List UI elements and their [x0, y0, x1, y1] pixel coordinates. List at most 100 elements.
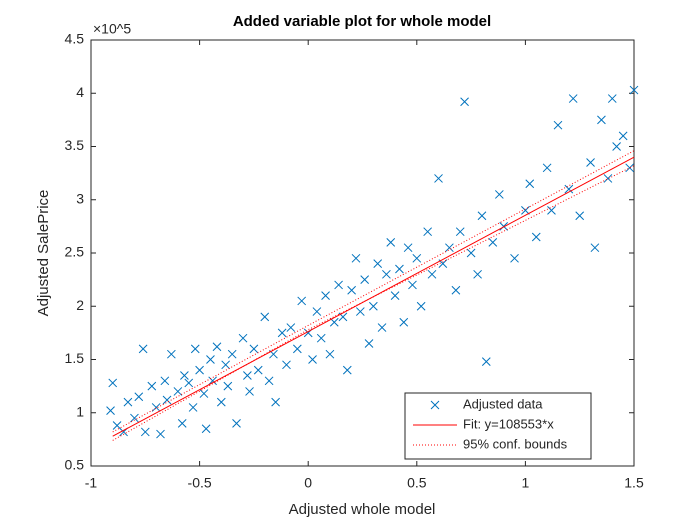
data-point	[277, 328, 287, 338]
data-point	[416, 301, 426, 311]
data-point	[460, 97, 469, 107]
data-point	[221, 360, 231, 370]
data-point	[123, 397, 133, 407]
y-tick-label: 3.5	[65, 137, 85, 153]
data-point	[481, 357, 491, 366]
y-tick-label: 1.5	[65, 350, 85, 366]
data-point	[473, 269, 482, 279]
legend-marker	[430, 400, 440, 410]
data-point	[377, 323, 387, 332]
x-tick-label: 0	[304, 475, 312, 491]
data-point	[553, 120, 563, 130]
data-point	[525, 179, 535, 189]
data-point	[386, 237, 396, 247]
data-point	[177, 419, 187, 428]
data-point	[382, 269, 391, 279]
chart-title: Added variable plot for whole model	[233, 13, 491, 30]
data-point	[308, 355, 317, 364]
data-point	[156, 429, 165, 439]
data-point	[297, 296, 307, 306]
data-point	[618, 131, 628, 141]
data-point	[399, 317, 409, 327]
legend: Adjusted data Fit: y=108553*x 95% conf. bo…	[404, 392, 592, 460]
data-point	[351, 253, 361, 263]
data-point	[427, 269, 437, 279]
data-point	[564, 184, 574, 194]
x-tick-label: 0.5	[407, 475, 427, 491]
legend-label: Adjusted data	[463, 396, 543, 411]
data-point	[334, 280, 343, 290]
y-tick-label: 2	[76, 297, 84, 313]
data-point	[395, 264, 404, 274]
data-point	[575, 211, 585, 221]
data-point	[190, 344, 200, 354]
x-tick-label: 1	[522, 475, 530, 491]
data-point	[412, 253, 422, 263]
data-point	[607, 94, 617, 103]
data-point	[586, 158, 595, 167]
data-point	[212, 342, 222, 352]
data-point	[208, 376, 217, 386]
data-point	[238, 333, 248, 343]
data-point	[347, 285, 356, 295]
data-point	[434, 174, 443, 183]
data-point	[232, 419, 241, 428]
data-point	[390, 291, 400, 300]
data-point	[167, 349, 176, 359]
y-tick-label: 4.5	[65, 31, 85, 47]
data-point	[316, 333, 326, 343]
data-point	[590, 243, 600, 253]
data-point	[249, 344, 259, 354]
data-point	[223, 381, 233, 391]
data-point	[130, 413, 139, 423]
data-point	[408, 280, 417, 290]
data-point	[625, 163, 635, 173]
data-point	[342, 365, 352, 375]
y-axis-label: Adjusted SalePrice	[35, 190, 52, 317]
y-tick-label: 0.5	[65, 457, 85, 473]
data-point	[542, 163, 552, 173]
confidence-bound	[112, 150, 635, 433]
data-point	[455, 227, 465, 237]
data-point	[597, 115, 606, 125]
data-point	[108, 378, 118, 388]
data-point	[364, 339, 374, 348]
data-point	[403, 243, 413, 253]
data-point	[151, 403, 161, 412]
data-point	[355, 307, 365, 316]
data-point	[134, 392, 144, 402]
data-point	[216, 397, 226, 407]
data-point	[629, 85, 639, 95]
data-point	[264, 376, 274, 386]
y-tick-label: 1	[76, 403, 84, 419]
data-point	[199, 389, 209, 398]
data-point	[188, 403, 198, 412]
data-point	[160, 376, 170, 386]
data-point	[477, 211, 487, 221]
x-tick-label: -1	[85, 475, 98, 491]
data-point	[147, 381, 157, 391]
data-point	[245, 387, 254, 396]
data-point	[547, 206, 556, 215]
data-point	[568, 94, 578, 103]
data-point	[321, 291, 330, 300]
y-tick-label: 3	[76, 190, 84, 206]
data-point	[466, 248, 476, 258]
legend-label: Fit: y=108553*x	[463, 416, 554, 431]
x-tick-label: -0.5	[188, 475, 212, 491]
data-point	[106, 406, 115, 415]
x-axis-label: Adjusted whole model	[289, 501, 436, 518]
y-tick-label: 2.5	[65, 244, 85, 260]
data-point	[138, 344, 148, 354]
data-point	[603, 174, 613, 183]
data-point	[423, 227, 433, 237]
data-point	[173, 387, 183, 396]
x-tick-label: 1.5	[624, 475, 644, 491]
data-point	[292, 344, 302, 354]
legend-label: 95% conf. bounds	[463, 436, 568, 451]
data-point	[445, 243, 454, 253]
data-point	[373, 259, 383, 269]
data-point	[494, 190, 504, 199]
